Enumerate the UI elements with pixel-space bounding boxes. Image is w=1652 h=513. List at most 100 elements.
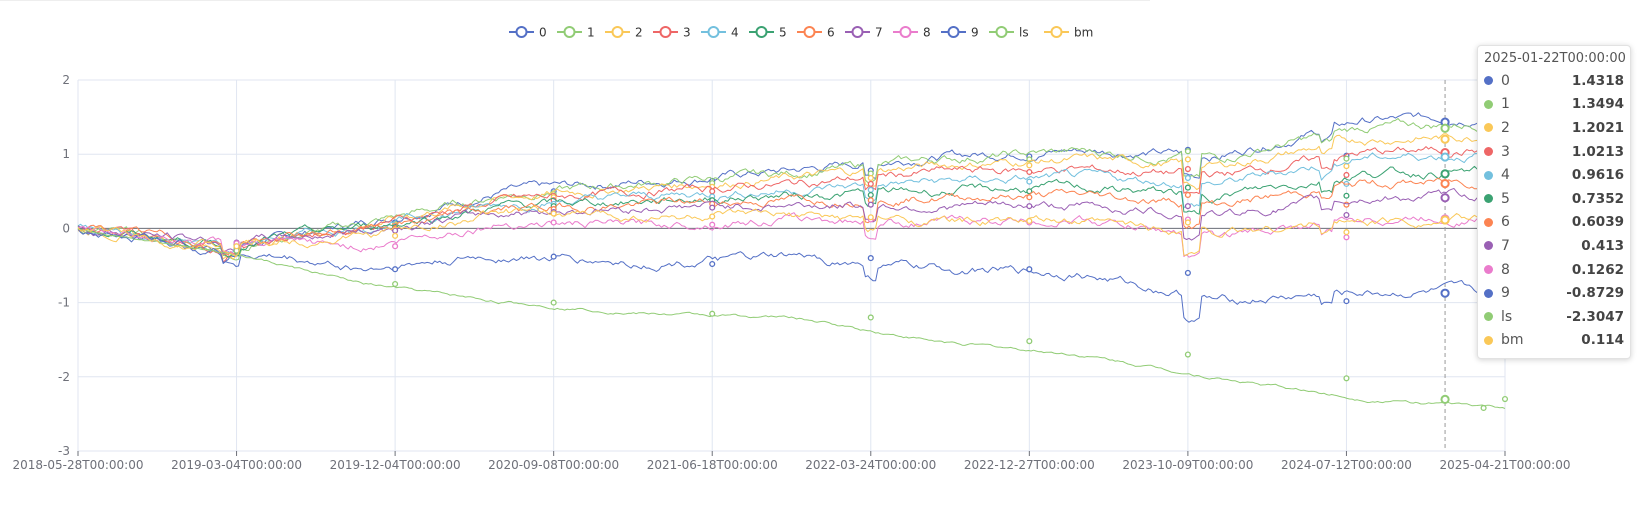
tooltip-title: 2025-01-22T00:00:00 (1484, 51, 1626, 66)
tooltip-series-value: -0.8729 (1566, 285, 1624, 302)
series-point-1 (1184, 148, 1191, 155)
series-line-bm (77, 205, 1506, 257)
legend-label: 0 (539, 26, 547, 40)
legend-label: 6 (827, 26, 835, 40)
tooltip-series-name: 8 (1501, 261, 1510, 278)
tooltip-series-name: 2 (1501, 119, 1510, 136)
highlight-point-2 (1440, 134, 1450, 144)
tooltip-series-name: 6 (1501, 214, 1510, 231)
tooltip-series-value: 0.9616 (1571, 167, 1624, 184)
legend-item-7[interactable]: 7 (845, 26, 883, 40)
tooltip-row-ls: ls -2.3047 (1478, 305, 1630, 329)
legend-item-bm[interactable]: bm (1044, 26, 1093, 40)
series-line-8 (77, 212, 1506, 258)
tooltip-series-value: 0.7352 (1571, 190, 1624, 207)
legend-marker-icon (1050, 26, 1063, 38)
series-point-ls (392, 280, 399, 288)
tooltip-series-name: 9 (1501, 285, 1510, 302)
tooltip-series-name: 7 (1501, 237, 1510, 254)
series-point-6 (1026, 194, 1033, 201)
x-tick-label: 2021-06-18T00:00:00 (647, 458, 778, 472)
tooltip-row-bm: bm 0.114 (1478, 329, 1630, 353)
x-tick-label: 2022-12-27T00:00:00 (964, 458, 1095, 472)
tooltip-dot-icon (1484, 265, 1493, 275)
series-line-9 (77, 228, 1506, 323)
series-point-4 (1184, 174, 1191, 181)
legend-marker-icon (803, 26, 816, 38)
y-tick-label: 2 (62, 73, 70, 87)
series-point-7 (1343, 211, 1350, 219)
tooltip-series-value: 0.6039 (1571, 214, 1624, 231)
tooltip-dot-icon (1484, 241, 1493, 251)
tooltip-row-5: 5 0.7352 (1478, 187, 1630, 211)
tooltip-series-value: 1.4318 (1571, 72, 1624, 89)
series-line-6 (77, 177, 1506, 255)
series-point-bm (1184, 219, 1191, 226)
series-point-9 (1343, 298, 1350, 305)
legend-marker-icon (515, 26, 528, 38)
series-point-ls (1184, 351, 1191, 358)
series-line-ls (77, 228, 1506, 410)
series-point-ls (550, 299, 557, 306)
legend-label: bm (1074, 26, 1093, 40)
tooltip-dot-icon (1484, 76, 1493, 86)
tooltip-dot-icon (1484, 99, 1493, 109)
legend-label: 2 (635, 26, 643, 40)
tooltip-series-value: -2.3047 (1566, 308, 1624, 325)
tooltip-series-name: 5 (1501, 190, 1510, 207)
legend-item-8[interactable]: 8 (893, 26, 931, 40)
series-point-7 (392, 227, 399, 234)
series-line-3 (77, 146, 1506, 263)
tooltip-series-value: 1.3494 (1571, 96, 1624, 113)
legend-marker-icon (947, 26, 960, 38)
tooltip-dot-icon (1484, 147, 1493, 157)
legend-marker-icon (755, 26, 768, 38)
series-point-ls (867, 314, 874, 321)
highlight-point-5 (1440, 169, 1450, 179)
series-point-2 (867, 174, 874, 181)
x-tick-label: 2022-03-24T00:00:00 (805, 458, 936, 472)
legend-marker-icon (563, 26, 576, 38)
x-tick-label: 2024-07-12T00:00:00 (1281, 458, 1412, 472)
series-point-7 (709, 204, 716, 211)
series-point-3 (1026, 168, 1033, 176)
top-divider (0, 0, 1150, 1)
legend-marker-icon (707, 26, 720, 38)
series-point-4 (867, 186, 874, 193)
tooltip-series-value: 0.114 (1581, 332, 1624, 349)
legend-label: 3 (683, 26, 691, 40)
tooltip-series-value: 0.413 (1581, 237, 1624, 254)
legend: 0 1 2 3 4 5 6 7 8 9 ls bm (509, 26, 1093, 40)
legend-marker-icon (899, 26, 912, 38)
legend-marker-icon (995, 26, 1008, 38)
legend-label: 8 (923, 26, 931, 40)
chart-tooltip: 2025-01-22T00:00:00 0 1.4318 1 1.3494 2 1.202… (1477, 45, 1631, 360)
legend-item-ls[interactable]: ls (989, 26, 1029, 40)
y-tick-label: -1 (58, 296, 70, 310)
legend-item-3[interactable]: 3 (653, 26, 691, 40)
tooltip-row-3: 3 1.0213 (1478, 140, 1630, 164)
series-point-3 (709, 188, 716, 195)
series-point-bm (233, 243, 240, 250)
tooltip-row-0: 0 1.4318 (1478, 69, 1630, 93)
tooltip-row-9: 9 -0.8729 (1478, 281, 1630, 305)
series-point-9 (867, 255, 874, 262)
legend-item-6[interactable]: 6 (797, 26, 835, 40)
legend-item-2[interactable]: 2 (605, 26, 643, 40)
series-point-3 (867, 180, 874, 187)
series-point-7 (1026, 203, 1033, 210)
series-point-5 (1343, 192, 1350, 199)
tooltip-series-name: ls (1501, 308, 1513, 325)
tooltip-series-name: 3 (1501, 143, 1510, 160)
legend-item-4[interactable]: 4 (701, 26, 739, 40)
tooltip-series-value: 0.1262 (1571, 261, 1624, 278)
legend-item-1[interactable]: 1 (557, 26, 595, 40)
legend-marker-icon (851, 26, 864, 38)
y-tick-label: -3 (58, 444, 70, 458)
legend-item-9[interactable]: 9 (941, 26, 979, 40)
legend-item-0[interactable]: 0 (509, 26, 547, 40)
tooltip-row-4: 4 0.9616 (1478, 163, 1630, 187)
legend-label: 4 (731, 26, 739, 40)
legend-item-5[interactable]: 5 (749, 26, 787, 40)
series-line-7 (77, 188, 1506, 255)
